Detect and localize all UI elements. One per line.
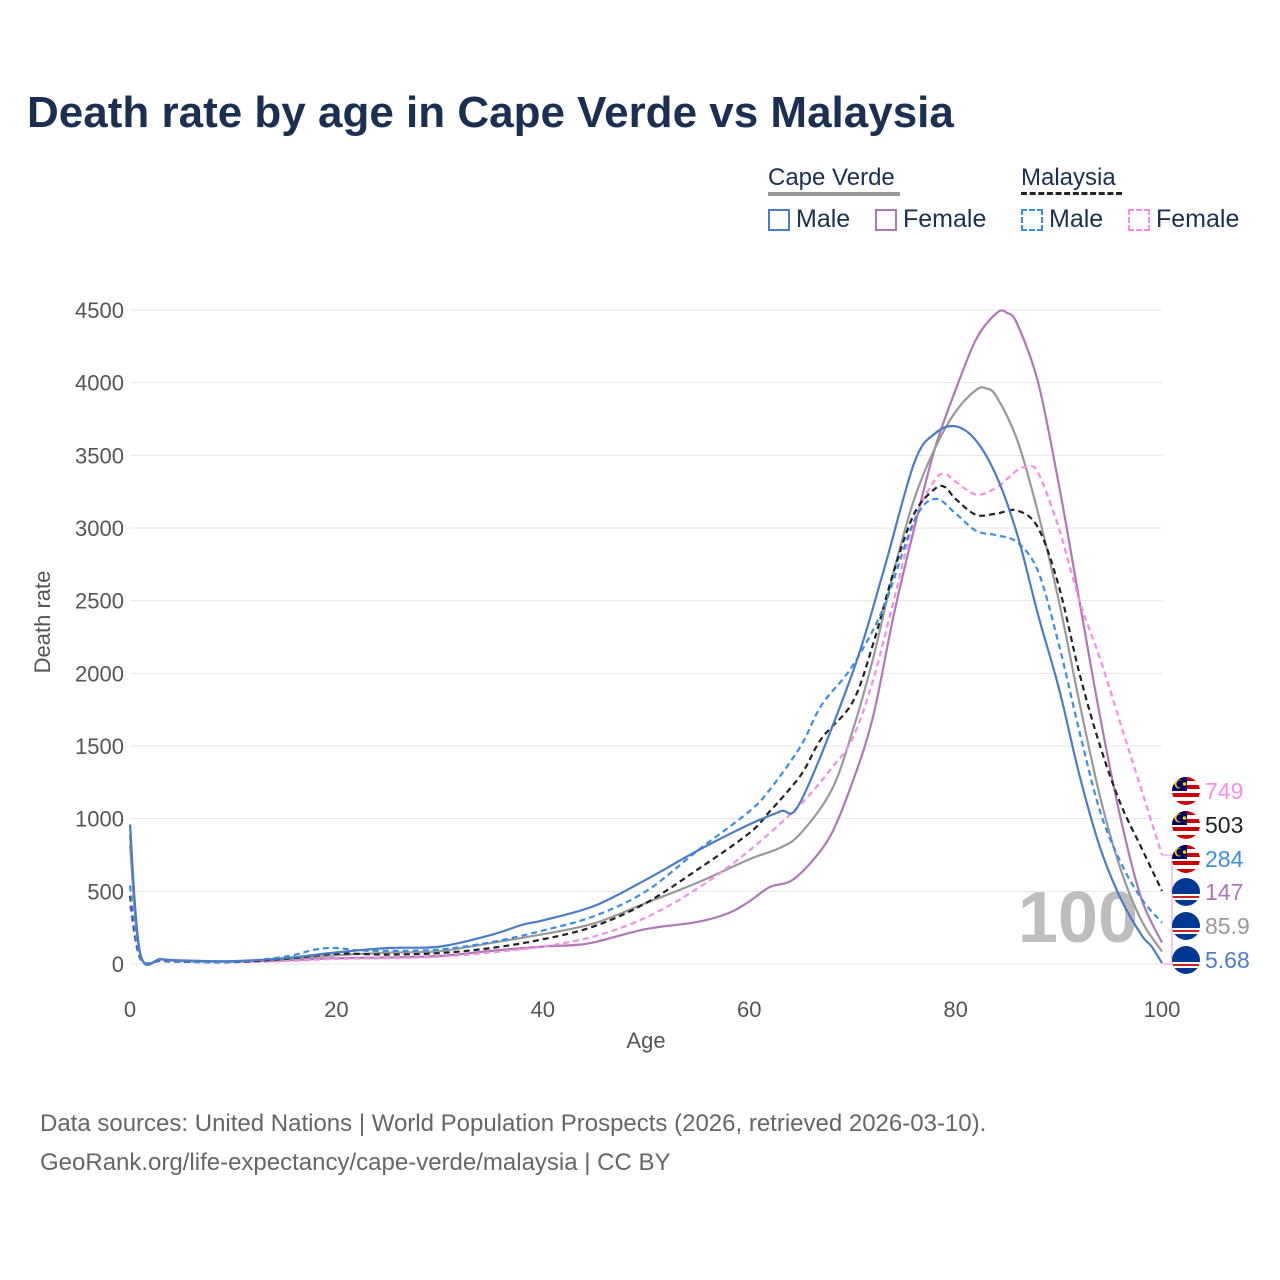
- malaysia-flag-icon: [1172, 811, 1200, 839]
- legend-cv-female-swatch: [875, 208, 897, 231]
- legend-cape-verde-title: Cape Verde: [768, 164, 895, 191]
- malaysia-flag-icon: [1172, 845, 1200, 873]
- x-axis-label: Age: [626, 1028, 665, 1053]
- end-label-cv-both: 85.9: [1205, 913, 1250, 939]
- y-tick-label: 500: [87, 879, 124, 904]
- x-tick-label: 20: [324, 997, 348, 1022]
- cape-verde-flag-icon: [1172, 946, 1200, 974]
- y-tick-label: 4000: [75, 371, 124, 396]
- death-rate-chart: 0 500 1000 1500 2000 2500 3000 3500 4000 4500 0 20…: [30, 298, 1250, 1053]
- grid-lines: [130, 309, 1162, 965]
- x-tick-label: 60: [737, 997, 761, 1022]
- cape-verde-flag-icon: [1172, 878, 1200, 906]
- malaysia-flag-icon: [1172, 777, 1200, 805]
- legend-my-male[interactable]: Male: [1021, 205, 1103, 234]
- x-tick-label: 80: [943, 997, 967, 1022]
- end-label-cv-male: 5.68: [1205, 947, 1250, 973]
- legend-cv-male-label: Male: [796, 205, 851, 233]
- y-axis-label: Death rate: [30, 571, 55, 674]
- y-tick-label: 2500: [75, 589, 124, 614]
- series-line-cv-female[interactable]: [128, 309, 1163, 966]
- y-tick-label: 1000: [75, 807, 124, 832]
- end-label-my-male: 284: [1205, 846, 1244, 872]
- legend-cv-female[interactable]: Female: [875, 205, 986, 234]
- source-line-2[interactable]: GeoRank.org/life-expectancy/cape-verde/m…: [40, 1149, 671, 1176]
- year-watermark: 100: [1018, 878, 1138, 958]
- series-line-my-male[interactable]: [128, 497, 1163, 965]
- legend-my-female-label: Female: [1156, 205, 1240, 233]
- chart-title: Death rate by age in Cape Verde vs Malay…: [27, 88, 954, 137]
- legend-my-female-swatch: [1128, 208, 1150, 231]
- series-lines: [128, 309, 1164, 967]
- x-tick-label: 40: [531, 997, 555, 1022]
- legend-my-female[interactable]: Female: [1128, 205, 1239, 234]
- legend-malaysia-title: Malaysia: [1021, 164, 1116, 191]
- series-line-cv-male[interactable]: [128, 424, 1163, 967]
- x-tick-labels: 0 20 40 60 80 100: [124, 997, 1180, 1022]
- legend-my-male-swatch: [1021, 208, 1043, 231]
- end-label-my-both: 503: [1205, 812, 1243, 838]
- end-label-my-female: 749: [1205, 778, 1243, 804]
- y-tick-label: 4500: [75, 298, 124, 323]
- x-tick-label: 0: [124, 997, 136, 1022]
- series-line-cv-both[interactable]: [128, 386, 1163, 966]
- end-label-cv-female: 147: [1205, 879, 1243, 905]
- x-tick-label: 100: [1144, 997, 1181, 1022]
- legend-cape-verde-line: [768, 192, 900, 196]
- y-tick-label: 0: [112, 952, 124, 977]
- source-line-1: Data sources: United Nations | World Pop…: [40, 1110, 987, 1137]
- legend-my-male-label: Male: [1049, 205, 1104, 233]
- series-line-my-female[interactable]: [128, 465, 1164, 965]
- y-tick-label: 1500: [75, 734, 124, 759]
- legend-cv-female-label: Female: [903, 205, 987, 233]
- legend-cv-male[interactable]: Male: [768, 205, 850, 234]
- y-tick-labels: 0 500 1000 1500 2000 2500 3000 3500 4000 4500: [75, 298, 124, 977]
- legend-cv-male-swatch: [768, 208, 790, 231]
- y-tick-label: 3500: [75, 443, 124, 468]
- cape-verde-flag-icon: [1172, 912, 1200, 940]
- end-labels: 749 503 284 147 85.9 5.68: [1162, 777, 1250, 974]
- y-tick-label: 2000: [75, 661, 124, 686]
- legend-malaysia-line: [1021, 192, 1122, 195]
- y-tick-label: 3000: [75, 516, 124, 541]
- end-label-connector: [1162, 854, 1173, 965]
